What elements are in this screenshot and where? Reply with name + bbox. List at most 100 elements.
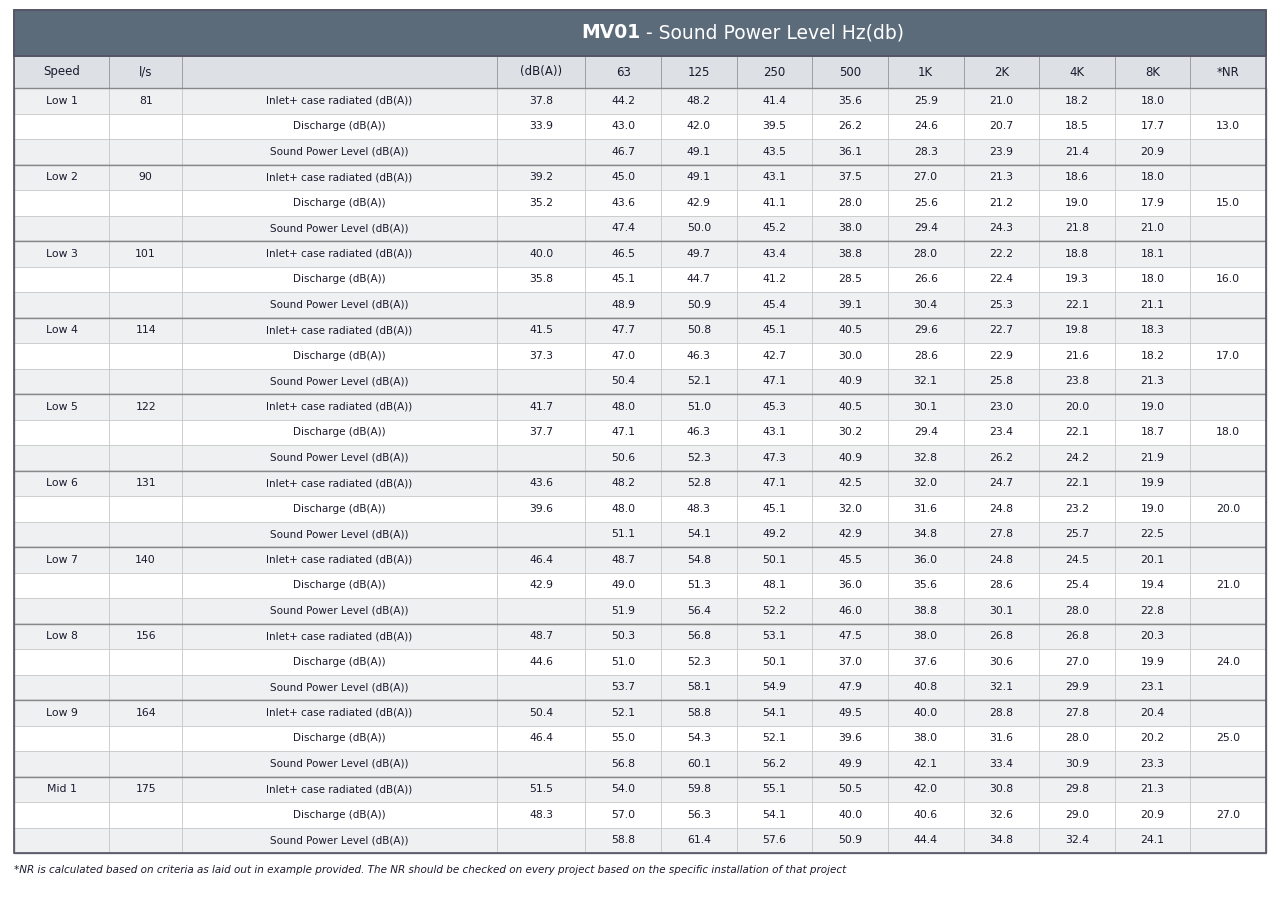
Bar bbox=[497, 471, 585, 496]
Bar bbox=[1115, 573, 1190, 598]
Bar bbox=[14, 445, 109, 471]
Bar bbox=[813, 419, 888, 445]
Bar bbox=[1115, 113, 1190, 139]
Text: 18.0: 18.0 bbox=[1140, 96, 1165, 106]
Text: 45.1: 45.1 bbox=[763, 325, 786, 335]
Bar bbox=[1039, 241, 1115, 267]
Bar bbox=[1115, 216, 1190, 241]
Text: 48.3: 48.3 bbox=[529, 810, 553, 820]
Text: 28.5: 28.5 bbox=[838, 274, 861, 285]
Text: 23.0: 23.0 bbox=[989, 401, 1014, 412]
Text: 56.2: 56.2 bbox=[763, 759, 786, 769]
Bar bbox=[182, 267, 497, 292]
Text: 32.0: 32.0 bbox=[914, 479, 938, 489]
Text: 20.3: 20.3 bbox=[1140, 631, 1165, 641]
Bar bbox=[1190, 139, 1266, 164]
Bar bbox=[14, 726, 109, 751]
Bar bbox=[888, 726, 964, 751]
Text: 57.6: 57.6 bbox=[763, 835, 786, 845]
Bar bbox=[182, 496, 497, 522]
Bar bbox=[888, 113, 964, 139]
Bar bbox=[660, 56, 736, 88]
Bar bbox=[585, 547, 660, 573]
Bar bbox=[1115, 598, 1190, 623]
Text: Sound Power Level (dB(A)): Sound Power Level (dB(A)) bbox=[270, 682, 408, 692]
Bar bbox=[182, 827, 497, 853]
Text: 23.9: 23.9 bbox=[989, 146, 1014, 157]
Bar bbox=[1190, 777, 1266, 802]
Text: Low 8: Low 8 bbox=[46, 631, 78, 641]
Text: 47.4: 47.4 bbox=[611, 224, 635, 233]
Text: 54.1: 54.1 bbox=[763, 810, 786, 820]
Text: 22.1: 22.1 bbox=[1065, 300, 1089, 310]
Bar bbox=[1190, 547, 1266, 573]
Text: Discharge (dB(A)): Discharge (dB(A)) bbox=[293, 810, 385, 820]
Text: 33.4: 33.4 bbox=[989, 759, 1014, 769]
Text: 45.5: 45.5 bbox=[838, 555, 861, 565]
Bar bbox=[182, 547, 497, 573]
Text: 43.5: 43.5 bbox=[763, 146, 786, 157]
Text: 17.7: 17.7 bbox=[1140, 121, 1165, 131]
Bar bbox=[1115, 164, 1190, 190]
Text: 28.0: 28.0 bbox=[1065, 734, 1089, 744]
Bar bbox=[14, 623, 1266, 700]
Bar bbox=[14, 10, 1266, 56]
Bar bbox=[585, 318, 660, 343]
Bar bbox=[1039, 292, 1115, 318]
Text: 21.2: 21.2 bbox=[989, 198, 1014, 207]
Text: Low 2: Low 2 bbox=[46, 172, 78, 182]
Bar bbox=[585, 394, 660, 419]
Text: 40.0: 40.0 bbox=[838, 810, 863, 820]
Bar bbox=[585, 88, 660, 113]
Text: Discharge (dB(A)): Discharge (dB(A)) bbox=[293, 504, 385, 514]
Bar bbox=[497, 726, 585, 751]
Bar bbox=[888, 216, 964, 241]
Bar bbox=[497, 394, 585, 419]
Bar bbox=[1190, 522, 1266, 547]
Bar bbox=[888, 674, 964, 700]
Text: Inlet+ case radiated (dB(A)): Inlet+ case radiated (dB(A)) bbox=[266, 479, 412, 489]
Bar bbox=[182, 674, 497, 700]
Text: 49.9: 49.9 bbox=[838, 759, 861, 769]
Bar bbox=[497, 267, 585, 292]
Text: 42.9: 42.9 bbox=[687, 198, 710, 207]
Bar bbox=[182, 368, 497, 394]
Text: 43.6: 43.6 bbox=[529, 479, 553, 489]
Bar bbox=[813, 164, 888, 190]
Text: 49.0: 49.0 bbox=[611, 580, 635, 590]
Text: 30.2: 30.2 bbox=[838, 427, 863, 437]
Text: 32.0: 32.0 bbox=[838, 504, 863, 514]
Text: 22.5: 22.5 bbox=[1140, 529, 1165, 540]
Bar bbox=[888, 394, 964, 419]
Bar bbox=[736, 598, 813, 623]
Text: 20.2: 20.2 bbox=[1140, 734, 1165, 744]
Text: 46.4: 46.4 bbox=[529, 555, 553, 565]
Text: 50.4: 50.4 bbox=[529, 708, 553, 718]
Text: 55.0: 55.0 bbox=[611, 734, 635, 744]
Bar bbox=[1190, 164, 1266, 190]
Text: Inlet+ case radiated (dB(A)): Inlet+ case radiated (dB(A)) bbox=[266, 172, 412, 182]
Bar bbox=[182, 649, 497, 674]
Bar bbox=[109, 573, 182, 598]
Text: 51.1: 51.1 bbox=[611, 529, 635, 540]
Bar bbox=[660, 522, 736, 547]
Bar bbox=[964, 726, 1039, 751]
Bar bbox=[109, 267, 182, 292]
Text: 46.3: 46.3 bbox=[687, 427, 710, 437]
Bar bbox=[1190, 292, 1266, 318]
Bar bbox=[660, 573, 736, 598]
Text: 27.8: 27.8 bbox=[989, 529, 1014, 540]
Text: Speed: Speed bbox=[44, 66, 81, 78]
Text: Discharge (dB(A)): Discharge (dB(A)) bbox=[293, 656, 385, 666]
Bar bbox=[497, 751, 585, 777]
Bar bbox=[736, 700, 813, 726]
Text: 54.0: 54.0 bbox=[611, 784, 635, 794]
Text: 37.0: 37.0 bbox=[838, 656, 863, 666]
Text: 18.0: 18.0 bbox=[1216, 427, 1240, 437]
Bar bbox=[736, 190, 813, 216]
Bar bbox=[14, 164, 1266, 241]
Bar bbox=[888, 88, 964, 113]
Bar bbox=[14, 88, 109, 113]
Text: 37.7: 37.7 bbox=[529, 427, 553, 437]
Bar bbox=[14, 394, 109, 419]
